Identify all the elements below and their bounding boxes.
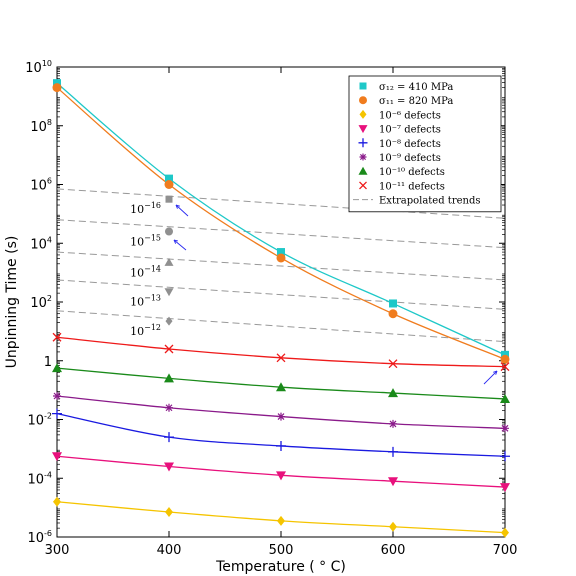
legend-label-d11: 10⁻¹¹ defects — [379, 181, 445, 192]
pointer-arrow — [483, 370, 498, 385]
data-point-s11 — [52, 83, 62, 93]
y-tick-label: 1010 — [25, 59, 52, 76]
legend-label-s12: σ₁₂ = 410 MPa — [379, 82, 453, 93]
data-point-d7 — [52, 452, 62, 462]
data-point-d6 — [501, 527, 509, 538]
pointer-arrow-head — [493, 370, 498, 375]
data-point-d10 — [276, 382, 286, 392]
extrapolated-trend-line — [56, 188, 506, 219]
legend: σ₁₂ = 410 MPa σ₁₁ = 820 MPa 10⁻⁶ defects 10… — [348, 75, 502, 213]
y-tick-label: 10-6 — [27, 529, 52, 546]
annotation-marker — [165, 316, 173, 326]
annotation-marker — [164, 288, 174, 297]
y-tick-label: 106 — [30, 177, 52, 194]
annotation-label: 10−14 — [130, 264, 161, 279]
annotation-marker — [164, 257, 174, 266]
pointer-arrow-head — [175, 204, 180, 209]
data-point-d9 — [277, 412, 285, 421]
data-point-d7 — [276, 471, 286, 481]
y-axis-title: Unpinning Time (s) — [4, 236, 20, 369]
data-point-s11 — [500, 354, 510, 364]
data-point-d9 — [389, 419, 397, 428]
data-point-d6 — [277, 515, 285, 526]
legend-marker-d9 — [359, 153, 367, 161]
axis-ticks: 300 400 500 600 700 10-6 10-4 10-2 1 102 104 106 108… — [25, 59, 517, 558]
legend-label-d10: 10⁻¹⁰ defects — [379, 167, 445, 178]
x-tick-label: 500 — [269, 543, 294, 558]
y-tick-label: 108 — [30, 118, 52, 135]
data-point-d7 — [500, 483, 510, 493]
data-point-d8 — [52, 408, 62, 419]
extrapolated-trend-line — [56, 310, 506, 343]
x-axis-title: Temperature ( ° C) — [215, 559, 346, 575]
y-tick-label: 10-2 — [27, 412, 52, 429]
y-tick-label: 1 — [44, 355, 52, 370]
data-point-d7 — [164, 462, 174, 472]
legend-marker-d6 — [359, 109, 367, 119]
legend-label-d7: 10⁻⁷ defects — [379, 125, 441, 136]
legend-label-d8: 10⁻⁸ defects — [379, 139, 441, 150]
legend-marker-d7 — [358, 125, 368, 134]
annotation-marker — [165, 195, 173, 203]
data-point-s11 — [164, 180, 174, 189]
data-point-d6 — [165, 507, 173, 518]
annotations: 10−16 10−15 10−14 10−13 10−12 — [130, 195, 498, 385]
legend-label-s11: σ₁₁ = 820 MPa — [379, 96, 453, 107]
annotation-label: 10−16 — [130, 201, 161, 216]
data-point-d8 — [500, 451, 510, 462]
data-point-s12 — [389, 299, 397, 308]
annotation-label: 10−12 — [130, 323, 161, 338]
data-point-d7 — [388, 477, 398, 487]
annotation-label: 10−15 — [130, 234, 161, 249]
data-point-d9 — [53, 392, 61, 400]
legend-marker-s12 — [359, 82, 367, 90]
data-point-d10 — [388, 388, 398, 398]
data-point-d8 — [388, 446, 398, 457]
data-point-d10 — [164, 373, 174, 383]
extrapolated-trend-line — [56, 219, 506, 249]
pointer-arrow — [175, 204, 189, 217]
data-point-d11 — [388, 359, 398, 369]
x-tick-label: 300 — [45, 543, 70, 558]
legend-label-extrap: Extrapolated trends — [379, 196, 481, 207]
legend-box — [348, 75, 502, 213]
x-tick-label: 700 — [493, 543, 518, 558]
pointer-arrow — [173, 239, 187, 251]
data-point-d9 — [165, 403, 173, 412]
legend-marker-d8 — [358, 138, 368, 148]
data-point-s12 — [277, 248, 285, 257]
data-point-d10 — [500, 393, 510, 403]
data-point-s12 — [165, 174, 173, 183]
data-point-d11 — [276, 353, 286, 363]
legend-label-d6: 10⁻⁶ defects — [379, 110, 441, 121]
annotation-label: 10−13 — [130, 294, 161, 309]
y-tick-label: 10-4 — [27, 470, 52, 487]
y-tick-label: 102 — [30, 294, 52, 311]
data-point-d9 — [501, 424, 509, 433]
data-point-d11 — [500, 362, 510, 372]
data-point-d10 — [52, 363, 62, 373]
legend-marker-s11 — [359, 96, 367, 105]
legend-label-d9: 10⁻⁹ defects — [379, 153, 441, 164]
data-point-d8 — [276, 440, 286, 451]
data-point-s11 — [276, 253, 286, 263]
legend-marker-d11 — [359, 181, 367, 190]
data-point-d11 — [164, 344, 174, 354]
y-tick-label: 104 — [30, 235, 52, 252]
data-point-s11 — [388, 309, 398, 319]
extrapolated-lines — [56, 188, 506, 343]
data-point-d6 — [53, 496, 61, 507]
legend-marker-d10 — [358, 166, 368, 175]
extrapolated-trend-line — [56, 251, 506, 281]
data-point-d6 — [389, 521, 397, 532]
extrapolated-trend-line — [56, 279, 506, 310]
pointer-arrow-head — [173, 239, 178, 244]
x-tick-label: 400 — [157, 543, 182, 558]
data-point-d11 — [52, 332, 62, 342]
x-tick-label: 600 — [381, 543, 406, 558]
annotation-marker — [165, 227, 173, 236]
data-point-d8 — [164, 432, 174, 443]
series-markers — [52, 79, 510, 538]
